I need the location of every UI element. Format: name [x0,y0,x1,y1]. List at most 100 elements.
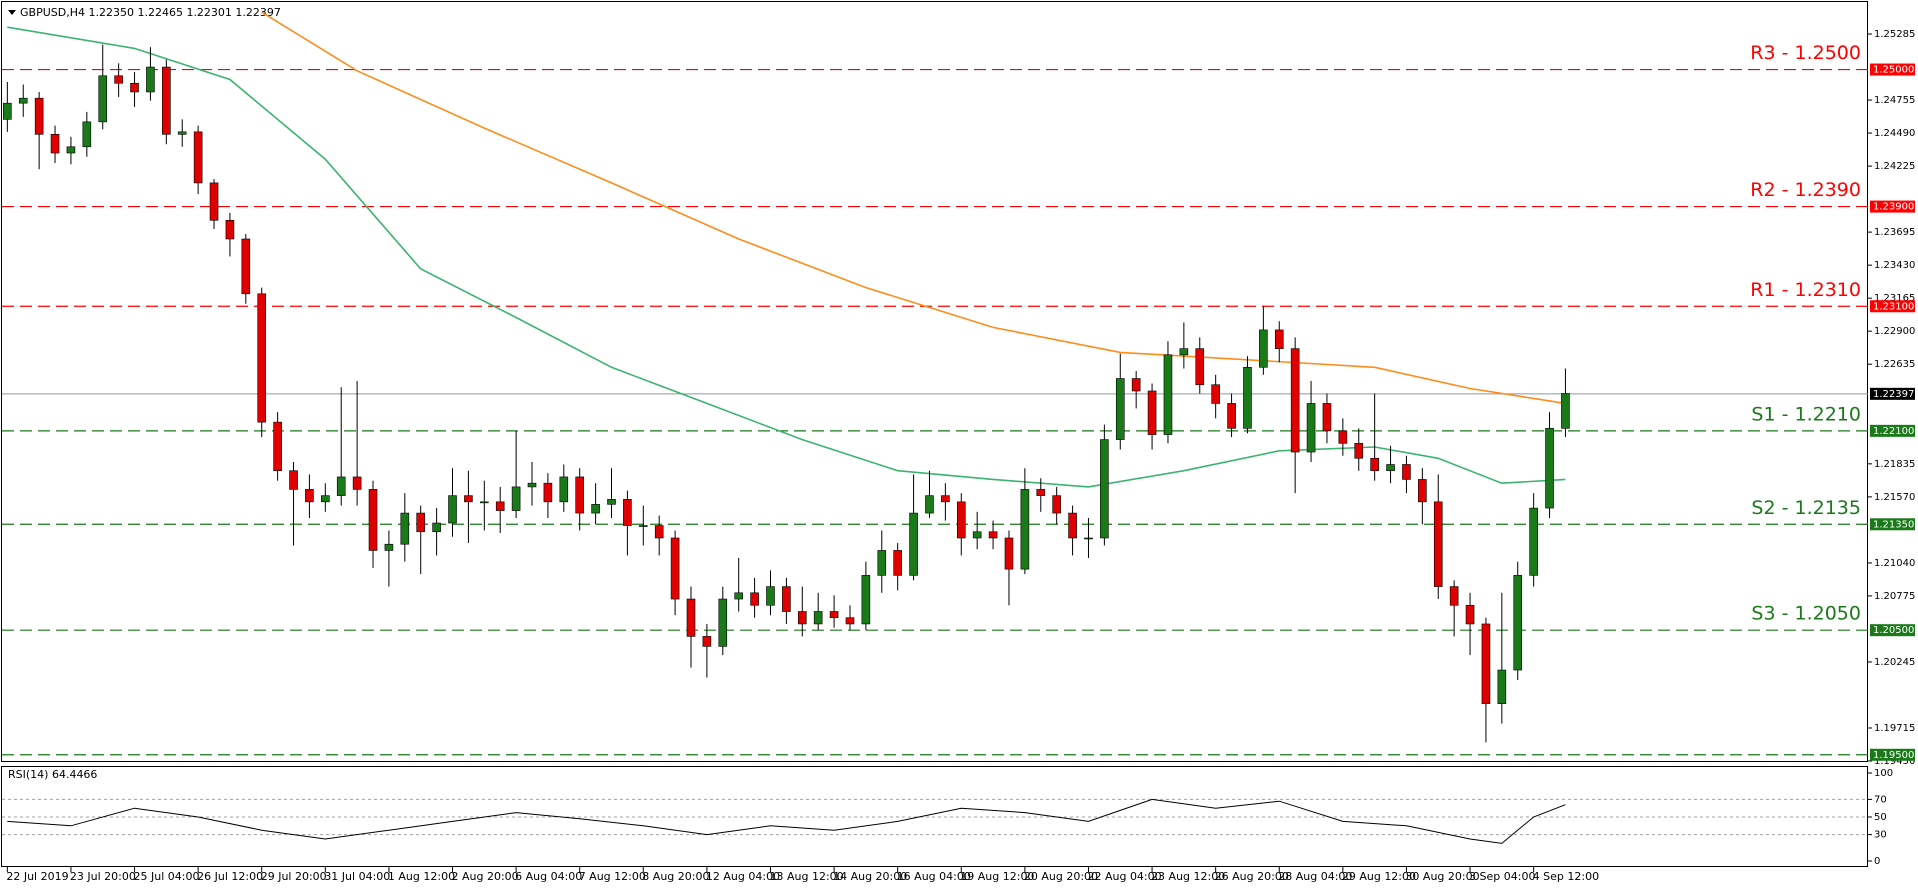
price-tag-label: 1.25000 [1873,65,1914,76]
candle-body [925,495,934,514]
x-tick-label: 23 Jul 20:00 [70,870,136,883]
x-tick-label: 30 Aug 20:00 [1405,870,1479,883]
candle-body [750,592,759,606]
candle-body [432,522,441,533]
candle-body [1322,403,1332,432]
candle-body [273,421,282,472]
price-tag-label: 1.22397 [1873,389,1914,400]
chart-title: GBPUSD,H4 1.22350 1.22465 1.22301 1.2239… [20,6,281,19]
candle-body [718,598,728,647]
level-label: S3 - 1.2050 [1751,603,1861,625]
rsi-y-tick-label: 50 [1874,812,1887,823]
candle-body [336,476,346,496]
price-pane [1,1,1868,762]
candle-body [114,75,123,84]
candle-body [877,550,887,576]
x-tick-label: 20 Aug 20:00 [1024,870,1098,883]
candle-body [1433,501,1443,587]
candle-body [352,476,362,490]
x-tick-label: 2 Aug 20:00 [452,870,519,883]
candle-body [813,611,823,625]
x-tick-label: 22 Aug 04:00 [1087,870,1161,883]
candle-body [1465,604,1475,625]
price-tag [1870,300,1915,313]
candle-body [909,512,918,576]
candle-body [1100,439,1109,539]
candle-body [480,501,489,504]
candle-body [98,75,108,123]
price-tag [1870,624,1915,637]
candle-body [527,482,537,488]
x-tick-label: 7 Aug 12:00 [579,870,646,883]
x-tick-label: 25 Jul 04:00 [134,870,200,883]
price-tag-label: 1.22100 [1873,426,1914,437]
x-tick-label: 14 Aug 20:00 [833,870,907,883]
x-tick-label: 4 Sep 12:00 [1533,870,1599,883]
candle-body [591,504,600,514]
candle-body [1529,507,1538,576]
y-tick-label: 1.20245 [1874,657,1915,668]
candle-body [686,598,696,637]
candle-body [225,219,235,240]
x-tick-label: 26 Aug 20:00 [1215,870,1289,883]
rsi-y-tick-label: 30 [1874,830,1887,841]
candle-body [972,531,982,539]
level-label: R2 - 1.2390 [1750,179,1861,201]
candle-body [130,82,139,93]
candle-body [257,293,267,423]
candle-body [861,575,871,625]
y-tick-label: 1.25285 [1874,29,1915,40]
candle-body [321,495,330,503]
candle-body [766,586,775,606]
rsi-line [7,798,1566,844]
price-tag [1870,518,1915,531]
x-tick-label: 31 Jul 04:00 [324,870,390,883]
candle-body [1020,489,1030,570]
x-tick-label: 8 Aug 20:00 [642,870,709,883]
level-label: R3 - 1.2500 [1750,42,1861,64]
candle-body [1131,378,1141,392]
candle-body [241,238,251,295]
candle-body [702,636,712,647]
candle-body [464,495,473,503]
rsi-y-tick-label: 0 [1874,856,1880,867]
x-tick-label: 6 Aug 04:00 [515,870,582,883]
price-tag [1870,63,1915,76]
price-tag-label: 1.20500 [1873,625,1914,636]
rsi-title: RSI(14) 64.4466 [8,768,97,781]
candle-body [1497,669,1507,704]
candle-body [543,482,553,503]
candle-body [289,470,298,490]
candle-body [1370,457,1379,472]
candle-body [1052,495,1061,514]
candle-body [654,525,664,539]
candle-body [1561,393,1570,429]
y-tick-label: 1.24755 [1874,95,1915,106]
y-tick-label: 1.21835 [1874,459,1915,470]
candle-body [1402,464,1411,480]
candle-body [368,489,378,551]
candle-body [1449,586,1459,606]
candle-body [1338,430,1348,444]
x-tick-label: 3 Sep 04:00 [1469,870,1535,883]
candle-body [1545,428,1554,509]
x-tick-label: 29 Jul 20:00 [261,870,327,883]
moving-average [7,26,1566,488]
candle-body [1243,367,1252,429]
x-tick-label: 16 Aug 04:00 [897,870,971,883]
candle-body [146,66,155,93]
candle-body [845,617,855,625]
candle-body [1259,329,1268,368]
candle-body [448,495,457,524]
x-tick-label: 1 Aug 12:00 [388,870,455,883]
candle-body [670,537,680,600]
candle-body [18,97,28,104]
candle-body [1513,575,1523,671]
y-tick-label: 1.22900 [1874,326,1915,337]
candle-body [1354,443,1364,459]
price-tag-label: 1.23900 [1873,202,1914,213]
x-tick-label: 23 Aug 12:00 [1151,870,1225,883]
level-label: S2 - 1.2135 [1751,497,1861,519]
candle-body [638,525,648,527]
